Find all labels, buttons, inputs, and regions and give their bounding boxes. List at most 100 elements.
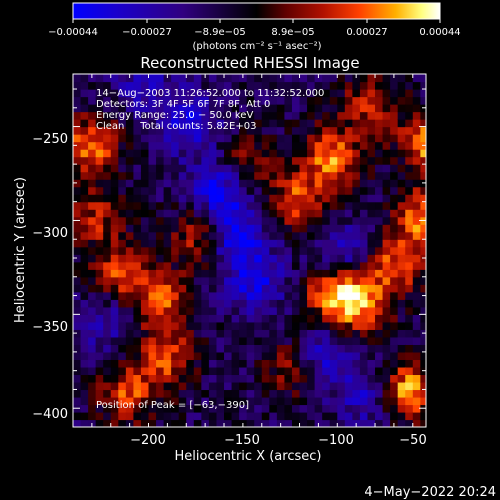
heatmap-cell — [359, 404, 369, 413]
heatmap-cell — [224, 164, 233, 173]
heatmap-cell — [276, 366, 286, 376]
heatmap-cell — [412, 186, 421, 195]
heatmap-cell — [329, 329, 338, 338]
heatmap-cell — [344, 389, 353, 398]
heatmap-cell — [163, 209, 172, 218]
heatmap-cell — [95, 126, 104, 135]
heatmap-cell — [73, 276, 82, 285]
heatmap-cell — [284, 201, 293, 210]
heatmap-cell — [246, 299, 255, 308]
heatmap-cell — [352, 104, 361, 113]
heatmap-cell — [186, 306, 195, 315]
heatmap-cell — [224, 381, 233, 391]
heatmap-cell — [344, 126, 353, 135]
heatmap-cell — [80, 336, 89, 345]
heatmap-cell — [148, 336, 157, 345]
heatmap-cell — [246, 389, 255, 398]
heatmap-cell — [307, 344, 316, 353]
heatmap-cell — [359, 149, 369, 158]
heatmap-cell — [337, 171, 346, 180]
heatmap-cell — [246, 291, 255, 300]
heatmap-cell — [322, 321, 331, 330]
heatmap-cell — [125, 104, 135, 113]
heatmap-cell — [337, 224, 346, 233]
heatmap-cell — [95, 171, 104, 180]
heatmap-cell — [367, 344, 376, 353]
heatmap-cell — [110, 104, 119, 113]
heatmap-cell — [163, 156, 172, 165]
heatmap-cell — [329, 156, 338, 165]
heatmap-cell — [329, 104, 338, 113]
heatmap-cell — [291, 96, 301, 105]
heatmap-cell — [171, 216, 180, 225]
heatmap-cell — [359, 299, 369, 308]
heatmap-cell — [314, 149, 323, 158]
heatmap-cell — [231, 89, 240, 98]
heatmap-cell — [276, 321, 286, 330]
heatmap-cell — [171, 134, 180, 143]
heatmap-cell — [254, 246, 263, 255]
heatmap-cell — [382, 74, 391, 83]
heatmap-cell — [344, 351, 353, 360]
heatmap-cell — [359, 329, 369, 338]
heatmap-cell — [291, 366, 301, 376]
heatmap-cell — [163, 276, 172, 285]
heatmap-cell — [148, 74, 157, 83]
heatmap-cell — [367, 239, 376, 248]
heatmap-cell — [186, 164, 195, 173]
heatmap-cell — [352, 194, 361, 203]
heatmap-cell — [118, 344, 127, 353]
heatmap-cell — [352, 306, 361, 315]
heatmap-cell — [405, 96, 414, 105]
heatmap-cell — [412, 396, 421, 406]
heatmap-cell — [367, 111, 376, 120]
heatmap-cell — [367, 246, 376, 255]
heatmap-cell — [118, 411, 127, 421]
heatmap-cell — [216, 269, 225, 278]
heatmap-cell — [178, 141, 187, 150]
heatmap-cell — [125, 194, 135, 203]
heatmap-cell — [307, 411, 316, 421]
heatmap-cell — [299, 351, 308, 360]
heatmap-cell — [261, 351, 270, 360]
heatmap-cell — [307, 419, 316, 427]
heatmap-cell — [95, 194, 104, 203]
heatmap-cell — [299, 374, 308, 383]
heatmap-cell — [322, 111, 331, 120]
heatmap-cell — [291, 149, 301, 158]
heatmap-cell — [299, 291, 308, 300]
heatmap-cell — [276, 89, 286, 98]
heatmap-cell — [224, 359, 233, 368]
heatmap-cell — [171, 224, 180, 233]
heatmap-cell — [314, 404, 323, 413]
heatmap-cell — [231, 156, 240, 165]
heatmap-cell — [359, 216, 369, 225]
heatmap-cell — [171, 389, 180, 398]
heatmap-cell — [148, 156, 157, 165]
heatmap-cell — [186, 89, 195, 98]
heatmap-cell — [216, 254, 225, 263]
heatmap-cell — [261, 419, 270, 427]
heatmap-cell — [254, 284, 263, 293]
heatmap-cell — [397, 246, 406, 255]
heatmap-cell — [110, 179, 119, 188]
heatmap-cell — [208, 216, 218, 225]
heatmap-cell — [133, 96, 142, 105]
heatmap-cell — [201, 396, 210, 406]
heatmap-cell — [133, 299, 142, 308]
heatmap-cell — [344, 366, 353, 376]
heatmap-cell — [375, 179, 384, 188]
heatmap-cell — [193, 134, 202, 143]
heatmap-cell — [284, 321, 293, 330]
heatmap-cell — [352, 381, 361, 391]
y-tick-label: −350 — [32, 320, 68, 335]
heatmap-cell — [246, 216, 255, 225]
heatmap-cell — [163, 81, 172, 90]
heatmap-cell — [307, 299, 316, 308]
heatmap-cell — [337, 239, 346, 248]
heatmap-cell — [254, 351, 263, 360]
heatmap-cell — [110, 134, 119, 143]
heatmap-cell — [322, 134, 331, 143]
heatmap-cell — [254, 314, 263, 323]
heatmap-cell — [95, 366, 104, 376]
